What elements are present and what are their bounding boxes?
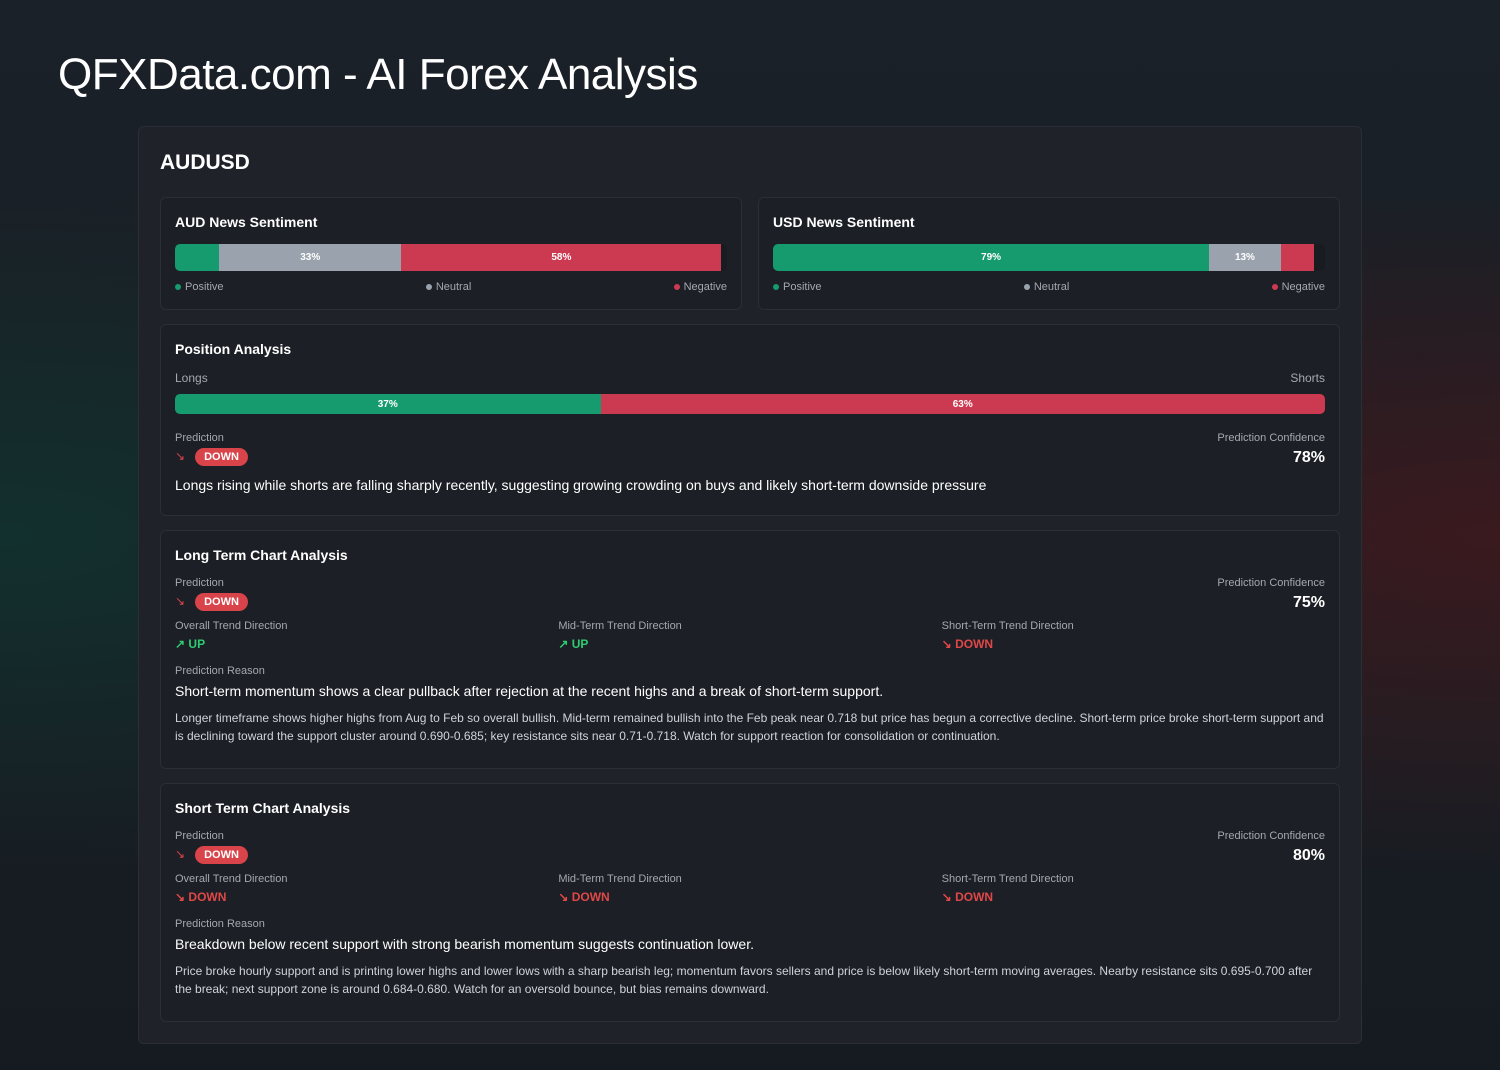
trend-value: UP <box>571 637 589 651</box>
legend-positive: Positive <box>773 281 822 293</box>
confidence-label: Prediction Confidence <box>1217 830 1325 842</box>
page-title: QFXData.com - AI Forex Analysis <box>58 50 698 99</box>
legend-negative: Negative <box>1271 281 1325 293</box>
confidence-label: Prediction Confidence <box>1217 432 1325 444</box>
trend-label: Mid-Term Trend Direction <box>558 873 682 885</box>
confidence-label: Prediction Confidence <box>1217 577 1325 589</box>
prediction-reason: Breakdown below recent support with stro… <box>175 936 754 952</box>
legend: Positive Neutral Negative <box>773 281 1325 293</box>
trend-up-icon: ↗ <box>175 637 186 651</box>
trend-down-icon: ↘ <box>175 890 186 904</box>
analysis-detail: Price broke hourly support and is printi… <box>175 964 1313 996</box>
analysis-panel: AUDUSD AUD News Sentiment 33% 58% Positi… <box>138 126 1362 1044</box>
reason-label: Prediction Reason <box>175 918 265 930</box>
short-term-trend: Short-Term Trend Direction ↘ DOWN <box>942 873 1325 904</box>
trend-down-icon: ↘ <box>175 847 186 861</box>
confidence-value: 80% <box>1292 847 1325 864</box>
neutral-segment: 33% <box>219 244 402 271</box>
positive-segment: 79% <box>773 244 1210 271</box>
prediction-label: Prediction <box>175 432 224 444</box>
trend-value: DOWN <box>188 890 227 904</box>
overall-trend: Overall Trend Direction ↘ DOWN <box>175 873 558 904</box>
prediction-badge: DOWN <box>195 448 248 466</box>
pair-title: AUDUSD <box>160 151 250 174</box>
prediction-label: Prediction <box>175 830 224 842</box>
prediction-reason: Short-term momentum shows a clear pullba… <box>175 683 884 699</box>
trend-value: DOWN <box>955 637 994 651</box>
confidence-value: 78% <box>1292 449 1325 466</box>
negative-segment <box>1280 244 1314 271</box>
reason-label: Prediction Reason <box>175 665 265 677</box>
trend-down-icon: ↘ <box>175 594 186 608</box>
card-title: AUD News Sentiment <box>175 214 318 230</box>
shorts-label: Shorts <box>1290 371 1325 385</box>
neutral-segment: 13% <box>1209 244 1281 271</box>
trend-down-icon: ↘ <box>558 890 569 904</box>
legend-neutral: Neutral <box>425 281 471 293</box>
trend-up-icon: ↗ <box>558 637 569 651</box>
trend-down-icon: ↘ <box>175 449 186 463</box>
prediction-reason: Longs rising while shorts are falling sh… <box>175 477 987 493</box>
trend-value: DOWN <box>955 890 994 904</box>
prediction-badge: DOWN <box>195 593 248 611</box>
trend-label: Short-Term Trend Direction <box>941 620 1074 632</box>
short-term-trend: Short-Term Trend Direction ↘ DOWN <box>942 620 1325 651</box>
confidence-value: 75% <box>1292 594 1325 611</box>
card-title: Short Term Chart Analysis <box>175 800 351 816</box>
longs-label: Longs <box>175 371 208 385</box>
trend-down-icon: ↘ <box>941 890 952 904</box>
legend-negative: Negative <box>673 281 727 293</box>
card-title: Position Analysis <box>175 341 292 357</box>
position-bar: 37% 63% <box>175 394 1325 414</box>
trend-value: DOWN <box>571 890 610 904</box>
legend-positive: Positive <box>175 281 224 293</box>
mid-term-trend: Mid-Term Trend Direction ↘ DOWN <box>558 873 941 904</box>
trend-label: Mid-Term Trend Direction <box>558 620 682 632</box>
short-term-card: Short Term Chart Analysis Prediction ↘ DO… <box>160 783 1340 1022</box>
prediction-badge: DOWN <box>195 846 248 864</box>
card-title: USD News Sentiment <box>773 214 915 230</box>
shorts-segment: 63% <box>600 394 1325 414</box>
longs-segment: 37% <box>175 394 601 414</box>
aud-sentiment-card: AUD News Sentiment 33% 58% Positive Neut… <box>160 197 742 310</box>
long-term-card: Long Term Chart Analysis Prediction ↘ DOW… <box>160 530 1340 769</box>
trend-down-icon: ↘ <box>941 637 952 651</box>
mid-term-trend: Mid-Term Trend Direction ↗ UP <box>558 620 941 651</box>
overall-trend: Overall Trend Direction ↗ UP <box>175 620 558 651</box>
trend-value: UP <box>188 637 206 651</box>
trend-label: Overall Trend Direction <box>175 620 288 632</box>
legend-neutral: Neutral <box>1023 281 1069 293</box>
prediction-label: Prediction <box>175 577 224 589</box>
card-title: Long Term Chart Analysis <box>175 547 348 563</box>
position-analysis-card: Position Analysis Longs Shorts 37% 63% P… <box>160 324 1340 516</box>
negative-segment: 58% <box>401 244 722 271</box>
legend: Positive Neutral Negative <box>175 281 727 293</box>
positive-segment <box>175 244 220 271</box>
usd-sentiment-card: USD News Sentiment 79% 13% Positive Neut… <box>758 197 1340 310</box>
sentiment-bar: 33% 58% <box>175 244 727 271</box>
trend-label: Overall Trend Direction <box>175 873 288 885</box>
trend-label: Short-Term Trend Direction <box>941 873 1074 885</box>
analysis-detail: Longer timeframe shows higher highs from… <box>175 711 1324 743</box>
sentiment-bar: 79% 13% <box>773 244 1325 271</box>
